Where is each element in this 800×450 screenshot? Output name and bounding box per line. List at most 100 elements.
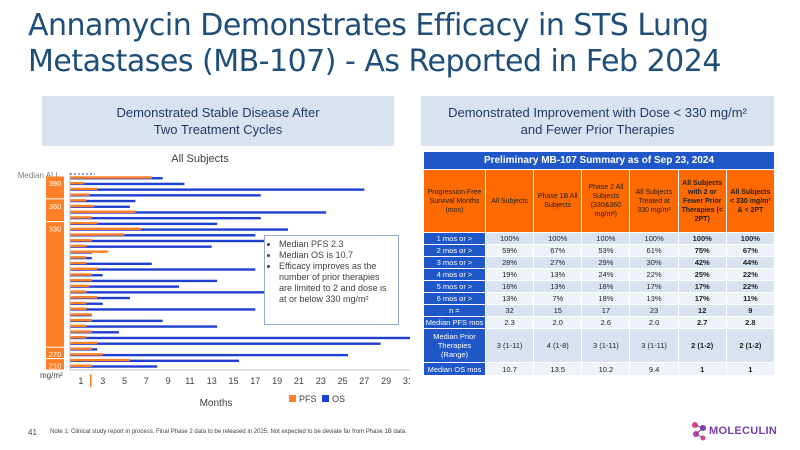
page-number: 41 — [28, 428, 37, 437]
legend-pfs-swatch — [289, 395, 296, 402]
pfs-bar — [70, 313, 92, 316]
table-row: 5 mos or >16% 13% 18% 17% 17% 22% — [423, 280, 776, 293]
summary-table: Preliminary MB-107 Summary as of Sep 23,… — [423, 151, 776, 376]
os-bar — [70, 245, 212, 248]
month-3-marker — [90, 374, 92, 387]
table-cell: 59% — [484, 244, 535, 257]
callout-item: Efficacy improves as the number of prior… — [279, 261, 394, 305]
column-header: Progression Free Survival Months (mos) — [423, 169, 486, 233]
table-cell: 13% — [629, 292, 679, 305]
table-cell: 2.0 — [629, 316, 679, 329]
dose-group-label: 210 — [49, 362, 62, 371]
column-header: All Subjects < 330 mg/m² & < 2PT — [725, 169, 776, 233]
x-tick-label: 25 — [337, 376, 347, 386]
table-cell: 13.5 — [533, 362, 583, 376]
y-axis-label: mg/m² — [40, 371, 63, 380]
os-bar — [70, 296, 130, 300]
dose-group-label: 390 — [49, 179, 62, 188]
table-cell: 16% — [484, 280, 535, 293]
slide-title: Annamycin Demonstrates Efficacy in STS L… — [28, 8, 721, 79]
os-bar — [70, 308, 256, 311]
dose-group-box — [46, 347, 64, 359]
os-bar — [70, 239, 294, 243]
os-bar — [70, 353, 348, 357]
pfs-bar — [70, 318, 92, 322]
left-panel-header: Demonstrated Stable Disease After Two Tr… — [42, 96, 394, 146]
pfs-bar — [70, 210, 136, 213]
x-tick-label: 3 — [100, 376, 105, 386]
x-tick-label: 11 — [185, 376, 194, 386]
table-cell: 22% — [725, 280, 776, 293]
row-label: 5 mos or > — [423, 280, 486, 293]
table-cell: 24% — [581, 268, 631, 281]
os-bar — [70, 199, 136, 203]
table-row: Median OS mos 10.7 13.5 10.2 9.4 1 1 — [423, 362, 776, 376]
column-header: Phase 2 All Subjects (330&360 mg/m²) — [581, 169, 631, 233]
pfs-bar — [70, 244, 87, 248]
table-cell: 2.0 — [533, 316, 583, 329]
pfs-bar — [70, 227, 141, 231]
pfs-bar — [70, 250, 109, 253]
dose-group-label: 270 — [49, 350, 62, 359]
os-bar — [70, 342, 381, 345]
pfs-bar — [70, 181, 85, 185]
pfs-bar — [70, 273, 92, 276]
table-row: Median PFS mos 2.3 2.0 2.6 2.0 2.7 2.8 — [423, 316, 776, 329]
os-bar — [70, 365, 158, 368]
table-cell: 22% — [629, 268, 679, 281]
table-cell: 7% — [533, 292, 583, 305]
os-bar — [70, 205, 130, 208]
legend-pfs-label: PFS — [299, 394, 317, 404]
dose-group-label: 330 — [49, 225, 62, 234]
row-label: 4 mos or > — [423, 268, 486, 281]
table-cell: 13% — [533, 268, 583, 281]
pfs-bar — [70, 199, 87, 202]
table-cell: 17 — [581, 304, 631, 317]
table-cell: 67% — [533, 244, 583, 257]
pfs-bar — [70, 364, 92, 367]
right-header-line1: Demonstrated Improvement with Dose < 330… — [448, 105, 747, 120]
table-row: 1 mos or >100% 100% 100% 100% 100% 100% — [423, 232, 776, 245]
table-row: 6 mos or >13% 7% 18% 13% 17% 11% — [423, 292, 776, 305]
callout-item: Median OS is 10.7 — [279, 250, 394, 261]
table-cell: 23 — [629, 304, 679, 317]
pfs-bar — [70, 301, 87, 305]
pfs-bar — [70, 261, 87, 265]
legend-os-label: OS — [332, 394, 345, 404]
table-cell: 15 — [533, 304, 583, 317]
table-cell: 3 (1-11) — [581, 328, 631, 363]
os-bar — [70, 262, 152, 266]
table-cell: 3 (1-11) — [484, 328, 535, 363]
left-header-line2: Two Treatment Cycles — [153, 122, 283, 137]
table-row: 3 mos or >28% 27% 29% 30% 42% 44% — [423, 256, 776, 269]
table-cell: 18% — [581, 280, 631, 293]
x-axis-label: Months — [200, 398, 233, 409]
x-tick-label: 23 — [316, 376, 326, 386]
dose-group-box — [46, 176, 64, 199]
os-bar — [70, 285, 179, 288]
table-cell: 18% — [581, 292, 631, 305]
table-row: Median Prior Therapies (Range) 3 (1-11) 4 … — [423, 328, 776, 363]
os-bar — [70, 194, 261, 197]
x-tick-label: 19 — [272, 376, 282, 386]
table-row: n = 32 15 17 23 12 9 — [423, 304, 776, 317]
table-cell: 29% — [581, 256, 631, 269]
dose-group-box — [46, 359, 64, 370]
column-header: All Subjects — [484, 169, 535, 233]
table-cell: 11% — [725, 292, 776, 305]
right-header-line2: and Fewer Prior Therapies — [520, 122, 675, 137]
x-tick-label: 27 — [359, 376, 369, 386]
os-bar — [70, 359, 239, 363]
right-panel-header: Demonstrated Improvement with Dose < 330… — [421, 96, 774, 146]
table-cell: 2 (1-2) — [725, 328, 776, 363]
table-cell: 1 — [677, 362, 727, 376]
x-tick-label: 5 — [122, 376, 127, 386]
os-bar — [70, 234, 256, 237]
pfs-bar — [70, 307, 87, 310]
table-cell: 100% — [484, 232, 535, 245]
os-bar — [70, 182, 185, 186]
x-tick-label: 17 — [250, 376, 260, 386]
column-header: All Subjects with 2 or Fewer Prior Thera… — [677, 169, 727, 233]
table-cell: 4 (1-8) — [533, 328, 583, 363]
pfs-bar — [70, 216, 92, 219]
